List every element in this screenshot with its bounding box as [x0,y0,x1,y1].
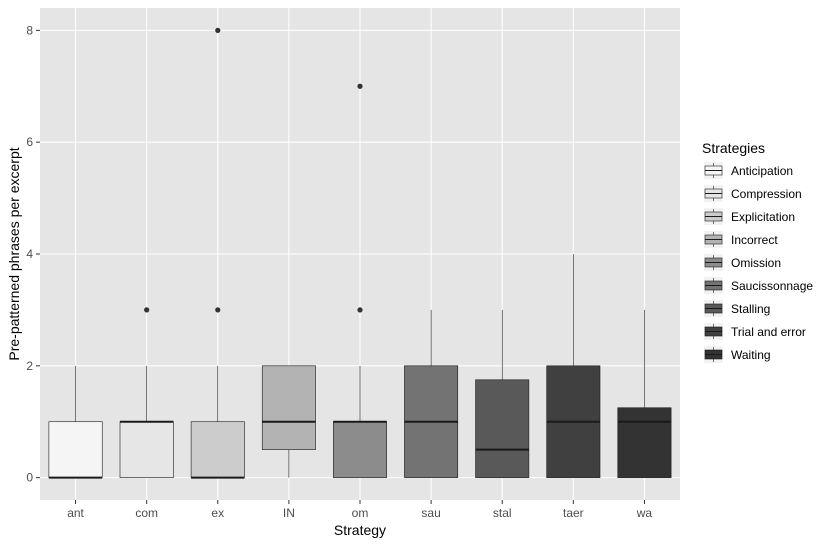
box-taer [546,254,601,478]
legend-label: Anticipation [731,164,793,178]
box-com [119,307,174,478]
y-tick-label: 2 [26,359,33,373]
y-tick-label: 6 [26,135,33,149]
x-tick-label: taer [563,506,584,520]
legend-item-wa: Waiting [704,346,771,363]
outlier-point [215,27,221,33]
box-IN [261,365,316,478]
legend-item-sau: Saucissonnage [704,277,813,294]
y-tick-label: 4 [26,247,33,261]
x-tick-label: ant [67,506,84,520]
legend: Anticipation Compression Explicitation Inco… [704,162,813,363]
box-ex [190,27,245,479]
x-tick-label: com [135,506,158,520]
legend-label: Stalling [731,302,770,316]
legend-item-ex: Explicitation [704,208,795,225]
box-wa [617,309,672,478]
box-body [119,421,174,478]
box-om [333,83,387,478]
box-body [190,421,245,478]
legend-title: Strategies [702,140,765,156]
legend-label: Incorrect [731,233,778,247]
legend-item-om: Omission [704,254,781,271]
legend-label: Omission [731,256,781,270]
x-tick-label: wa [636,506,653,520]
y-tick-label: 8 [26,23,33,37]
x-tick-label: stal [493,506,512,520]
box-body [48,421,103,478]
legend-item-com: Compression [704,185,802,202]
y-tick-label: 0 [26,471,33,485]
legend-item-stal: Stalling [704,300,770,317]
box-body [261,365,316,450]
legend-label: Compression [731,187,802,201]
box-body [333,421,387,478]
outlier-point [357,83,363,89]
legend-label: Explicitation [731,210,795,224]
legend-item-IN: Incorrect [704,231,778,248]
legend-label: Waiting [731,348,771,362]
legend-label: Saucissonnage [731,279,813,293]
x-tick-label: om [352,506,369,520]
legend-item-taer: Trial and error [704,323,806,340]
x-tick-label: ex [211,506,224,520]
box-body [475,379,530,478]
x-axis: ant com ex IN om sau stal taer wa [67,500,652,520]
outlier-point [215,307,221,313]
x-tick-label: sau [421,506,440,520]
box-ant [48,365,103,479]
box-body [617,407,672,478]
box-stal [475,309,530,478]
x-tick-label: IN [283,506,295,520]
box-sau [404,309,459,478]
outlier-point [144,307,150,313]
x-axis-title: Strategy [334,522,386,538]
y-axis-title: Pre-patterned phrases per excerpt [6,147,22,360]
boxes [48,27,672,479]
outlier-point [357,307,363,313]
y-axis: 0 2 4 6 8 [26,23,40,485]
legend-item-ant: Anticipation [704,162,793,179]
legend-label: Trial and error [731,325,806,339]
